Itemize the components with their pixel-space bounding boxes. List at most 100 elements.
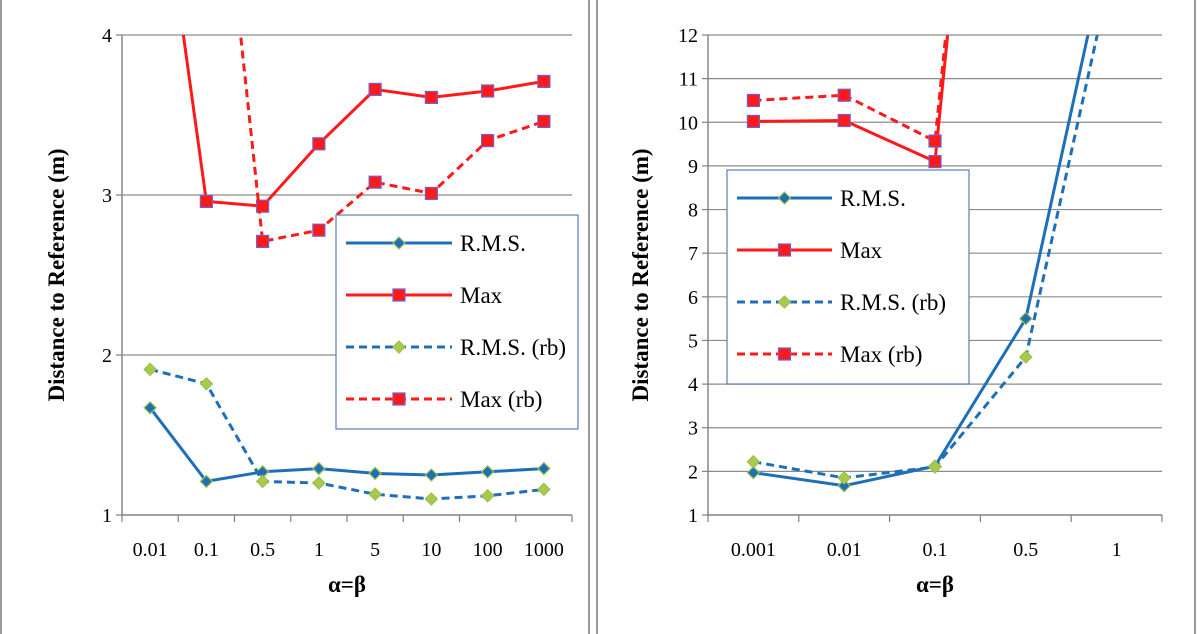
legend-label: R.M.S. (rb): [840, 290, 946, 315]
data-point: [368, 487, 382, 502]
chart-panel-right: [596, 0, 1196, 634]
data-point: [837, 113, 851, 128]
data-point: [537, 482, 551, 497]
y-tick-label: 5: [688, 330, 698, 352]
legend-marker: [392, 236, 406, 250]
series-group: [746, 35, 1099, 493]
legend-label: R.M.S. (rb): [460, 335, 566, 360]
x-tick-label: 0.5: [250, 539, 275, 561]
data-point: [928, 460, 942, 474]
x-tick-label: 100: [473, 539, 503, 561]
data-point: [143, 362, 157, 377]
data-point: [746, 93, 761, 108]
legend-marker: [392, 340, 406, 354]
data-point: [199, 376, 214, 391]
x-tick-label: 0.001: [731, 539, 776, 561]
data-point: [746, 114, 761, 129]
data-point: [424, 468, 439, 482]
x-tick-label: 5: [370, 539, 380, 561]
y-tick-label: 10: [678, 112, 698, 134]
series-group: [143, 35, 551, 506]
legend-box: [335, 214, 579, 430]
legend-label: R.M.S.: [840, 186, 906, 211]
y-tick-label: 1: [688, 505, 698, 527]
x-tick-label: 10: [421, 539, 441, 561]
legend-box: [726, 169, 970, 385]
y-tick-label: 8: [688, 200, 698, 222]
data-point: [256, 234, 270, 248]
legend-marker: [777, 347, 792, 361]
data-point: [312, 137, 326, 151]
x-tick-label: 0.01: [133, 539, 168, 561]
data-point: [480, 488, 495, 503]
y-tick-label: 4: [102, 25, 112, 47]
data-point: [837, 88, 851, 102]
y-axis-title: Distance to Reference (m): [628, 148, 653, 401]
legend-marker: [777, 243, 792, 257]
legend-marker: [777, 191, 792, 205]
chart-panel-left: [0, 0, 590, 634]
data-point: [424, 492, 439, 506]
data-point: [312, 461, 326, 476]
data-point: [312, 476, 326, 490]
y-tick-label: 11: [679, 69, 698, 91]
legend: R.M.S. Max R.M.S. (rb) Max (rb): [726, 169, 970, 385]
data-point: [424, 90, 438, 105]
data-point: [746, 454, 761, 469]
data-point: [537, 74, 551, 89]
data-point: [928, 134, 942, 148]
series-line: [239, 35, 545, 244]
y-tick-label: 1: [102, 505, 112, 527]
data-point: [746, 465, 761, 480]
legend-label: R.M.S.: [460, 231, 526, 256]
data-point: [481, 134, 495, 148]
x-tick-label: 1: [314, 539, 324, 561]
legend-marker: [392, 288, 406, 302]
y-tick-label: 4: [688, 374, 698, 396]
x-axis-title: α=β: [328, 572, 366, 597]
x-tick-label: 0.1: [923, 539, 948, 561]
data-point: [255, 474, 270, 489]
data-point: [312, 223, 326, 237]
data-point: [368, 466, 382, 481]
data-point: [837, 471, 852, 485]
chart-1: 1 2 3 4 0.01 0.1 0.5 1 5 10 100 1000 α=β Distance to …: [44, 25, 579, 597]
legend-marker: [392, 392, 406, 406]
legend-label: Max: [840, 238, 883, 263]
x-tick-label: 0.5: [1013, 539, 1038, 561]
y-tick-label: 6: [688, 287, 698, 309]
x-tick-label: 0.01: [827, 539, 862, 561]
data-point: [1018, 311, 1033, 326]
data-point: [537, 114, 551, 129]
legend-label: Max (rb): [460, 387, 542, 412]
y-tick-label: 12: [678, 25, 698, 47]
y-axis-title: Distance to Reference (m): [44, 148, 69, 401]
y-tick-label: 3: [102, 185, 112, 207]
data-point: [199, 194, 213, 208]
legend: R.M.S. Max R.M.S. (rb) Max (rb): [335, 214, 579, 430]
y-tick-label: 3: [688, 418, 698, 440]
data-point: [1018, 350, 1033, 364]
x-tick-label: 1: [1112, 539, 1122, 561]
data-point: [481, 84, 495, 98]
data-point: [368, 175, 382, 189]
x-axis-title: α=β: [916, 572, 954, 597]
data-point: [199, 474, 214, 489]
series-line: [181, 35, 545, 208]
legend-label: Max: [460, 283, 503, 308]
data-point: [537, 461, 551, 476]
y-tick-label: 2: [688, 461, 698, 483]
x-tick-label: 1000: [524, 539, 564, 561]
data-point: [424, 186, 438, 200]
data-point: [480, 464, 495, 479]
y-tick-label: 7: [688, 243, 698, 265]
legend-marker: [777, 295, 792, 309]
x-tick-label: 0.1: [194, 539, 219, 561]
series-line: [148, 406, 544, 484]
data-point: [928, 154, 942, 169]
y-tick-label: 2: [102, 345, 112, 367]
data-point: [837, 478, 852, 493]
data-point: [143, 400, 157, 415]
